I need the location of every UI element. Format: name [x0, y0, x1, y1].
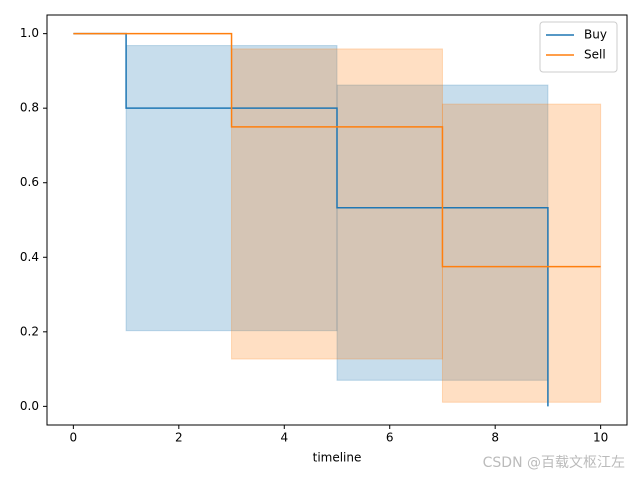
x-tick-label: 6	[386, 431, 394, 445]
x-tick-label: 2	[175, 431, 183, 445]
confidence-band	[441, 103, 602, 403]
x-axis-label: timeline	[313, 451, 362, 465]
legend-label: Sell	[584, 48, 606, 62]
legend-label: Buy	[584, 28, 607, 42]
survival-line	[73, 32, 601, 268]
y-tick-label: 0.8	[20, 101, 39, 115]
y-tick-label: 0.2	[20, 324, 39, 338]
x-tick-label: 0	[70, 431, 78, 445]
x-tick-label: 8	[491, 431, 499, 445]
plot-frame	[46, 14, 628, 426]
x-tick-label: 10	[593, 431, 608, 445]
watermark: CSDN @百载文枢江左	[483, 455, 625, 471]
y-tick-label: 0.6	[20, 175, 39, 189]
y-tick-label: 1.0	[20, 26, 39, 40]
x-tick-label: 4	[280, 431, 288, 445]
y-tick-label: 0.0	[20, 399, 39, 413]
y-tick-label: 0.4	[20, 250, 39, 264]
